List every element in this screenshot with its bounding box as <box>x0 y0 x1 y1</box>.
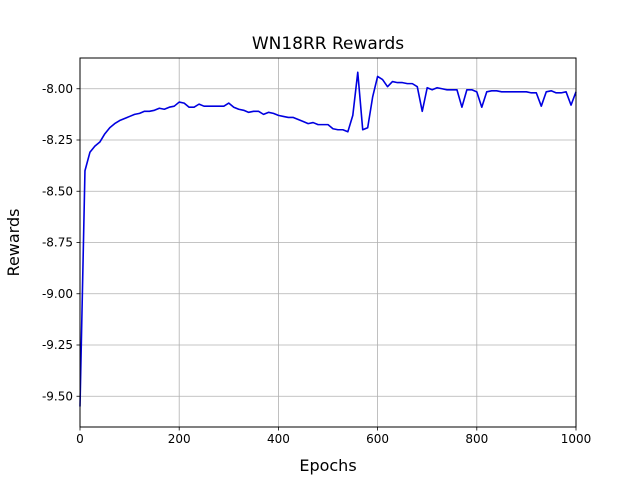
y-tick-label: -9.00 <box>42 287 73 301</box>
x-tick-label: 1000 <box>561 432 592 446</box>
chart-title: WN18RR Rewards <box>252 34 404 54</box>
y-tick-label: -9.50 <box>42 389 73 403</box>
x-tick-label: 600 <box>366 432 389 446</box>
y-tick-label: -8.00 <box>42 82 73 96</box>
x-tick-label: 800 <box>465 432 488 446</box>
y-axis-label: Rewards <box>4 209 23 277</box>
series-layer <box>79 71 577 407</box>
axis-ticks: 0 200 400 600 800 1000 -9.50 -9.25 -9.00 -8.75 -8.… <box>42 82 591 446</box>
x-tick-label: 0 <box>76 432 84 446</box>
rewards-series-line <box>79 71 577 407</box>
x-axis-label: Epochs <box>299 456 356 475</box>
y-tick-label: -8.75 <box>42 236 73 250</box>
x-tick-label: 200 <box>168 432 191 446</box>
y-tick-label: -9.25 <box>42 338 73 352</box>
y-tick-label: -8.50 <box>42 184 73 198</box>
x-tick-label: 400 <box>267 432 290 446</box>
y-tick-label: -8.25 <box>42 133 73 147</box>
